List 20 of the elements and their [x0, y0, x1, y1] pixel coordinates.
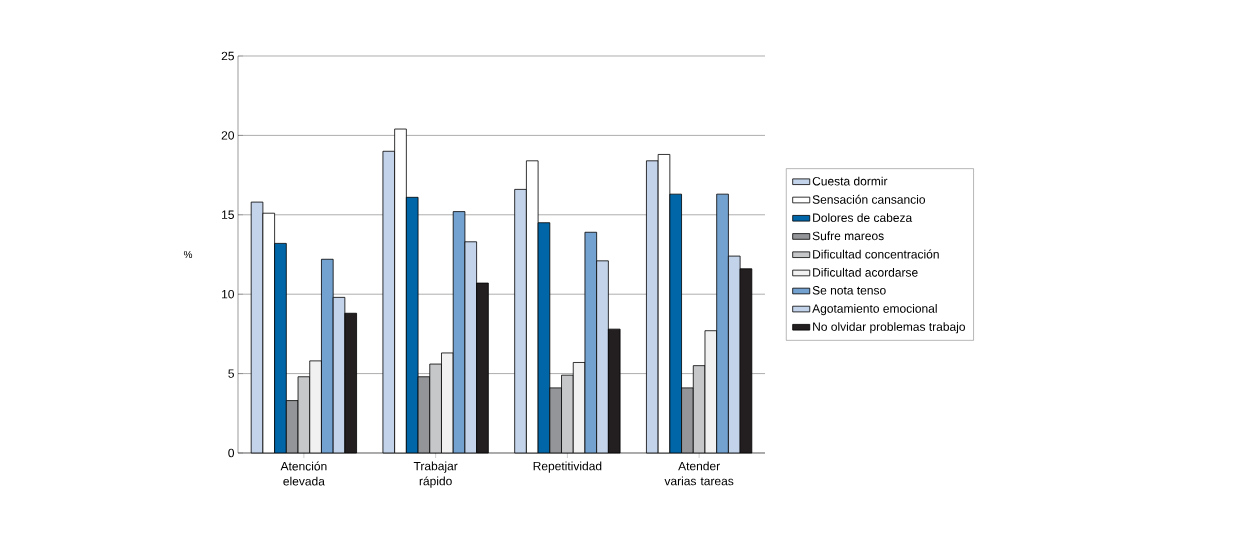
y-axis-title: %: [183, 250, 193, 258]
y-tick-label: 10: [222, 289, 235, 299]
legend-label: Sensación cansancio: [812, 194, 926, 204]
legend-label: Dificultad concentración: [813, 249, 939, 259]
y-tick-label: 0: [228, 448, 235, 458]
legend-label: Sufre mareos: [812, 231, 884, 241]
x-tick-label: Atención elevada: [280, 461, 327, 486]
x-tick-label: Atender varias tareas: [664, 461, 734, 486]
y-tick-label: 5: [228, 369, 234, 378]
x-tick-label: Trabajar rápido: [413, 461, 458, 488]
y-tick-label: 15: [222, 210, 234, 219]
x-tick-label: Repetitividad: [533, 461, 602, 473]
y-tick-label: 20: [221, 131, 235, 140]
y-tick-label: 25: [221, 51, 234, 61]
legend-label: Se nota tenso: [812, 286, 886, 295]
legend-label: No olvidar problemas trabajo: [813, 322, 966, 334]
legend-label: Cuesta dormir: [812, 176, 888, 186]
legend-label: Dificultad acordarse: [813, 267, 918, 277]
legend-label: Agotamiento emocional: [812, 303, 937, 316]
legend-label: Dolores de cabeza: [813, 213, 913, 222]
